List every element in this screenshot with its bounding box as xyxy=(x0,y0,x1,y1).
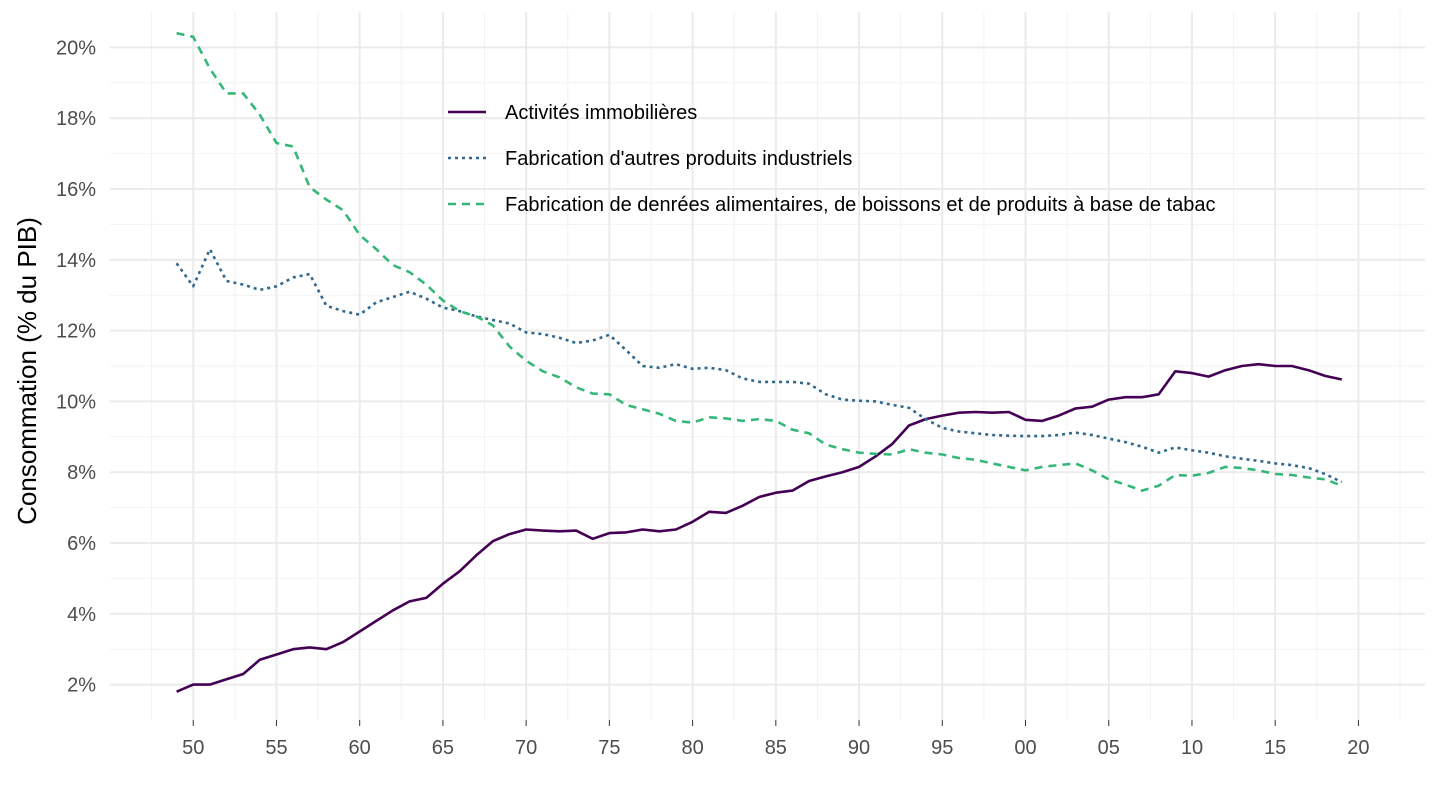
y-tick-label: 12% xyxy=(56,321,96,343)
series-line-2 xyxy=(175,247,1343,484)
x-tick-label: 80 xyxy=(681,737,703,759)
x-tick-label: 70 xyxy=(515,737,537,759)
x-tick-label: 90 xyxy=(848,737,870,759)
x-tick-label: 75 xyxy=(598,737,620,759)
major-gridlines xyxy=(110,12,1425,720)
legend-label-1: Activités immobilières xyxy=(505,102,697,124)
x-tick-label: 95 xyxy=(931,737,953,759)
y-axis-title: Consommation (% du PIB) xyxy=(12,217,42,525)
legend: Activités immobilières Fabrication d'autr… xyxy=(448,102,1215,216)
x-tick-label: 05 xyxy=(1098,737,1120,759)
x-tick-label: 60 xyxy=(349,737,371,759)
y-tick-label: 4% xyxy=(67,604,96,626)
x-tick-label: 20 xyxy=(1347,737,1369,759)
series-lines xyxy=(175,31,1343,693)
y-tick-label: 20% xyxy=(56,37,96,59)
x-tick-label: 65 xyxy=(432,737,454,759)
series-line-1 xyxy=(176,362,1343,693)
legend-label-2: Fabrication d'autres produits industriel… xyxy=(505,148,852,170)
y-tick-label: 18% xyxy=(56,108,96,130)
y-axis-tick-labels: 2% 4% 6% 8% 10% 12% 14% 16% 18% 20% xyxy=(56,37,96,696)
minor-gridlines xyxy=(110,12,1425,720)
y-tick-label: 6% xyxy=(67,533,96,555)
x-axis-tick-labels: 50 55 60 65 70 75 80 85 90 95 00 05 10 15 20 xyxy=(182,720,1370,759)
x-tick-label: 55 xyxy=(265,737,287,759)
x-tick-label: 50 xyxy=(182,737,204,759)
y-tick-label: 2% xyxy=(67,675,96,697)
legend-label-3: Fabrication de denrées alimentaires, de … xyxy=(505,194,1215,216)
series-line-3 xyxy=(176,31,1343,492)
x-tick-label: 85 xyxy=(765,737,787,759)
y-tick-label: 10% xyxy=(56,391,96,413)
y-tick-label: 16% xyxy=(56,179,96,201)
y-tick-label: 8% xyxy=(67,462,96,484)
x-tick-label: 00 xyxy=(1014,737,1036,759)
y-tick-label: 14% xyxy=(56,250,96,272)
x-tick-label: 15 xyxy=(1264,737,1286,759)
x-tick-label: 10 xyxy=(1181,737,1203,759)
